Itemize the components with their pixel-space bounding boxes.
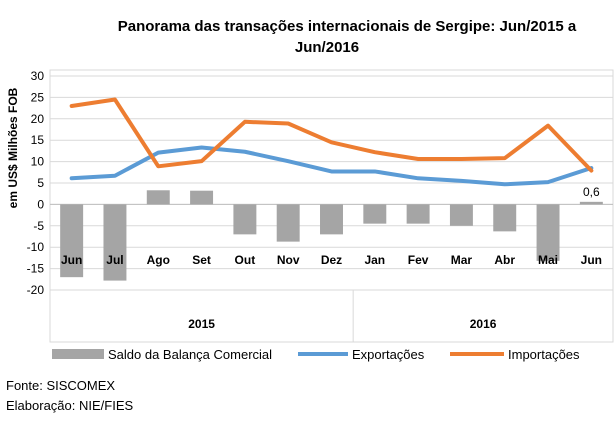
saldo-bar (146, 190, 170, 205)
y-tick-label: -20 (27, 283, 45, 297)
category-label: Ago (147, 253, 170, 267)
bar-data-label: 0,6 (583, 185, 600, 199)
legend-label-exportacoes: Exportações (352, 347, 425, 362)
saldo-bar (320, 204, 343, 235)
category-label: Jan (364, 253, 385, 267)
y-tick-label: -10 (27, 240, 45, 254)
year-groups: 2015 2016 (50, 289, 613, 342)
category-label: Mai (538, 253, 558, 267)
source-note: Fonte: SISCOMEX (6, 378, 116, 393)
category-label: Jul (106, 253, 123, 267)
category-label: Jun (61, 253, 82, 267)
saldo-bars (60, 190, 603, 281)
saldo-bar (363, 204, 387, 224)
y-tick-label: 30 (31, 69, 45, 83)
credit-note: Elaboração: NIE/FIES (6, 398, 134, 413)
saldo-bar (579, 201, 603, 205)
y-tick-label: 20 (31, 112, 45, 126)
category-labels: Jun Jul Ago Set Out Nov Dez Jan Fev Mar Abr Mai Jun (61, 253, 602, 267)
saldo-bar (449, 204, 473, 226)
y-tick-label: -5 (33, 219, 44, 233)
line-exportações (69, 145, 594, 187)
chart-title-line1: Panorama das transações internacionais d… (118, 18, 577, 35)
year-label: 2016 (470, 317, 497, 331)
saldo-bar (493, 204, 517, 232)
legend: Saldo da Balança Comercial Exportações I… (52, 347, 580, 362)
y-tick-label: 10 (31, 155, 45, 169)
category-label: Fev (408, 253, 429, 267)
saldo-bar (536, 204, 560, 261)
y-tick-label: 25 (31, 90, 45, 104)
legend-label-saldo: Saldo da Balança Comercial (108, 347, 272, 362)
saldo-bar (406, 204, 430, 224)
series-lines (69, 97, 594, 187)
data-labels: 0,6 (583, 185, 600, 199)
category-label: Abr (494, 253, 515, 267)
category-label: Out (235, 253, 256, 267)
saldo-bar (60, 204, 84, 278)
legend-swatch-saldo (52, 349, 104, 359)
line-importações (69, 97, 594, 173)
y-tick-label: 5 (37, 176, 44, 190)
saldo-bar (233, 204, 257, 235)
y-tick-label: -15 (27, 262, 45, 276)
category-label: Nov (277, 253, 300, 267)
plot-frame (49, 69, 614, 343)
category-label: Dez (321, 253, 342, 267)
saldo-bar (190, 190, 214, 205)
saldo-bar (276, 204, 300, 242)
year-label: 2015 (188, 317, 215, 331)
category-label: Jun (581, 253, 602, 267)
y-axis-label: em US$ Milhões FOB (6, 87, 20, 208)
category-label: Set (192, 253, 211, 267)
y-tick-label: 15 (31, 133, 45, 147)
saldo-bar (103, 204, 127, 281)
y-tick-label: 0 (37, 197, 44, 211)
chart-title-line2: Jun/2016 (295, 39, 359, 56)
legend-label-importacoes: Importações (508, 347, 580, 362)
category-label: Mar (451, 253, 473, 267)
y-axis-ticks: 30 25 20 15 10 5 0 -5 -10 -15 -20 (27, 69, 45, 297)
